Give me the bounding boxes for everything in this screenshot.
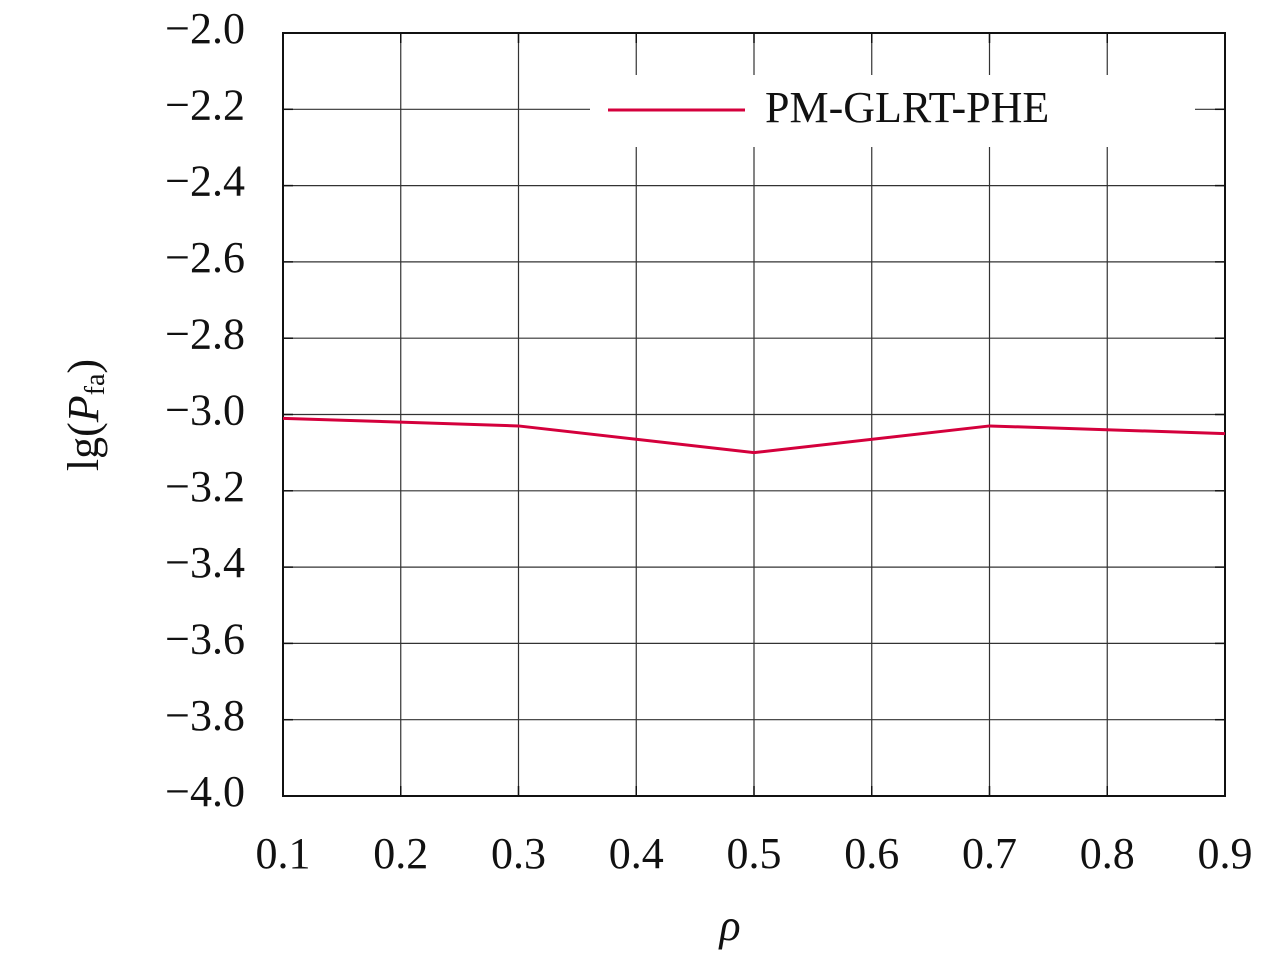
y-label-subscript: fa bbox=[80, 373, 111, 395]
y-axis-label: lg(Pfa) bbox=[59, 359, 111, 471]
x-tick-label: 0.7 bbox=[962, 829, 1017, 878]
y-label-symbol: P bbox=[59, 395, 108, 423]
x-tick-label: 0.1 bbox=[256, 829, 311, 878]
x-axis-label: ρ bbox=[717, 901, 740, 950]
data-line bbox=[282, 416, 1226, 455]
y-tick-label: −3.2 bbox=[165, 462, 245, 511]
x-tick-label: 0.2 bbox=[373, 829, 428, 878]
y-label-prefix: lg( bbox=[59, 422, 108, 471]
plot-frame bbox=[282, 32, 1226, 797]
y-tick-label: −3.8 bbox=[165, 691, 245, 740]
x-tick-label: 0.5 bbox=[727, 829, 782, 878]
y-tick-label: −2.8 bbox=[165, 309, 245, 358]
y-tick-label: −3.4 bbox=[165, 538, 245, 587]
x-tick-label: 0.9 bbox=[1198, 829, 1253, 878]
x-tick-label: 0.6 bbox=[844, 829, 899, 878]
x-tick-label: 0.4 bbox=[609, 829, 664, 878]
x-tick-label: 0.8 bbox=[1080, 829, 1135, 878]
y-tick-label: −2.2 bbox=[165, 80, 245, 129]
legend-label: PM-GLRT-PHE bbox=[765, 83, 1049, 132]
y-tick-label: −4.0 bbox=[165, 767, 245, 816]
y-tick-label: −2.4 bbox=[165, 157, 245, 206]
legend: PM-GLRT-PHE bbox=[590, 75, 1195, 147]
y-tick-label: −3.6 bbox=[165, 614, 245, 663]
x-tick-label: 0.3 bbox=[491, 829, 546, 878]
y-label-suffix: ) bbox=[59, 359, 108, 374]
y-tick-label: −2.6 bbox=[165, 233, 245, 282]
y-tick-label: −2.0 bbox=[165, 4, 245, 53]
y-tick-label: −3.0 bbox=[165, 386, 245, 435]
